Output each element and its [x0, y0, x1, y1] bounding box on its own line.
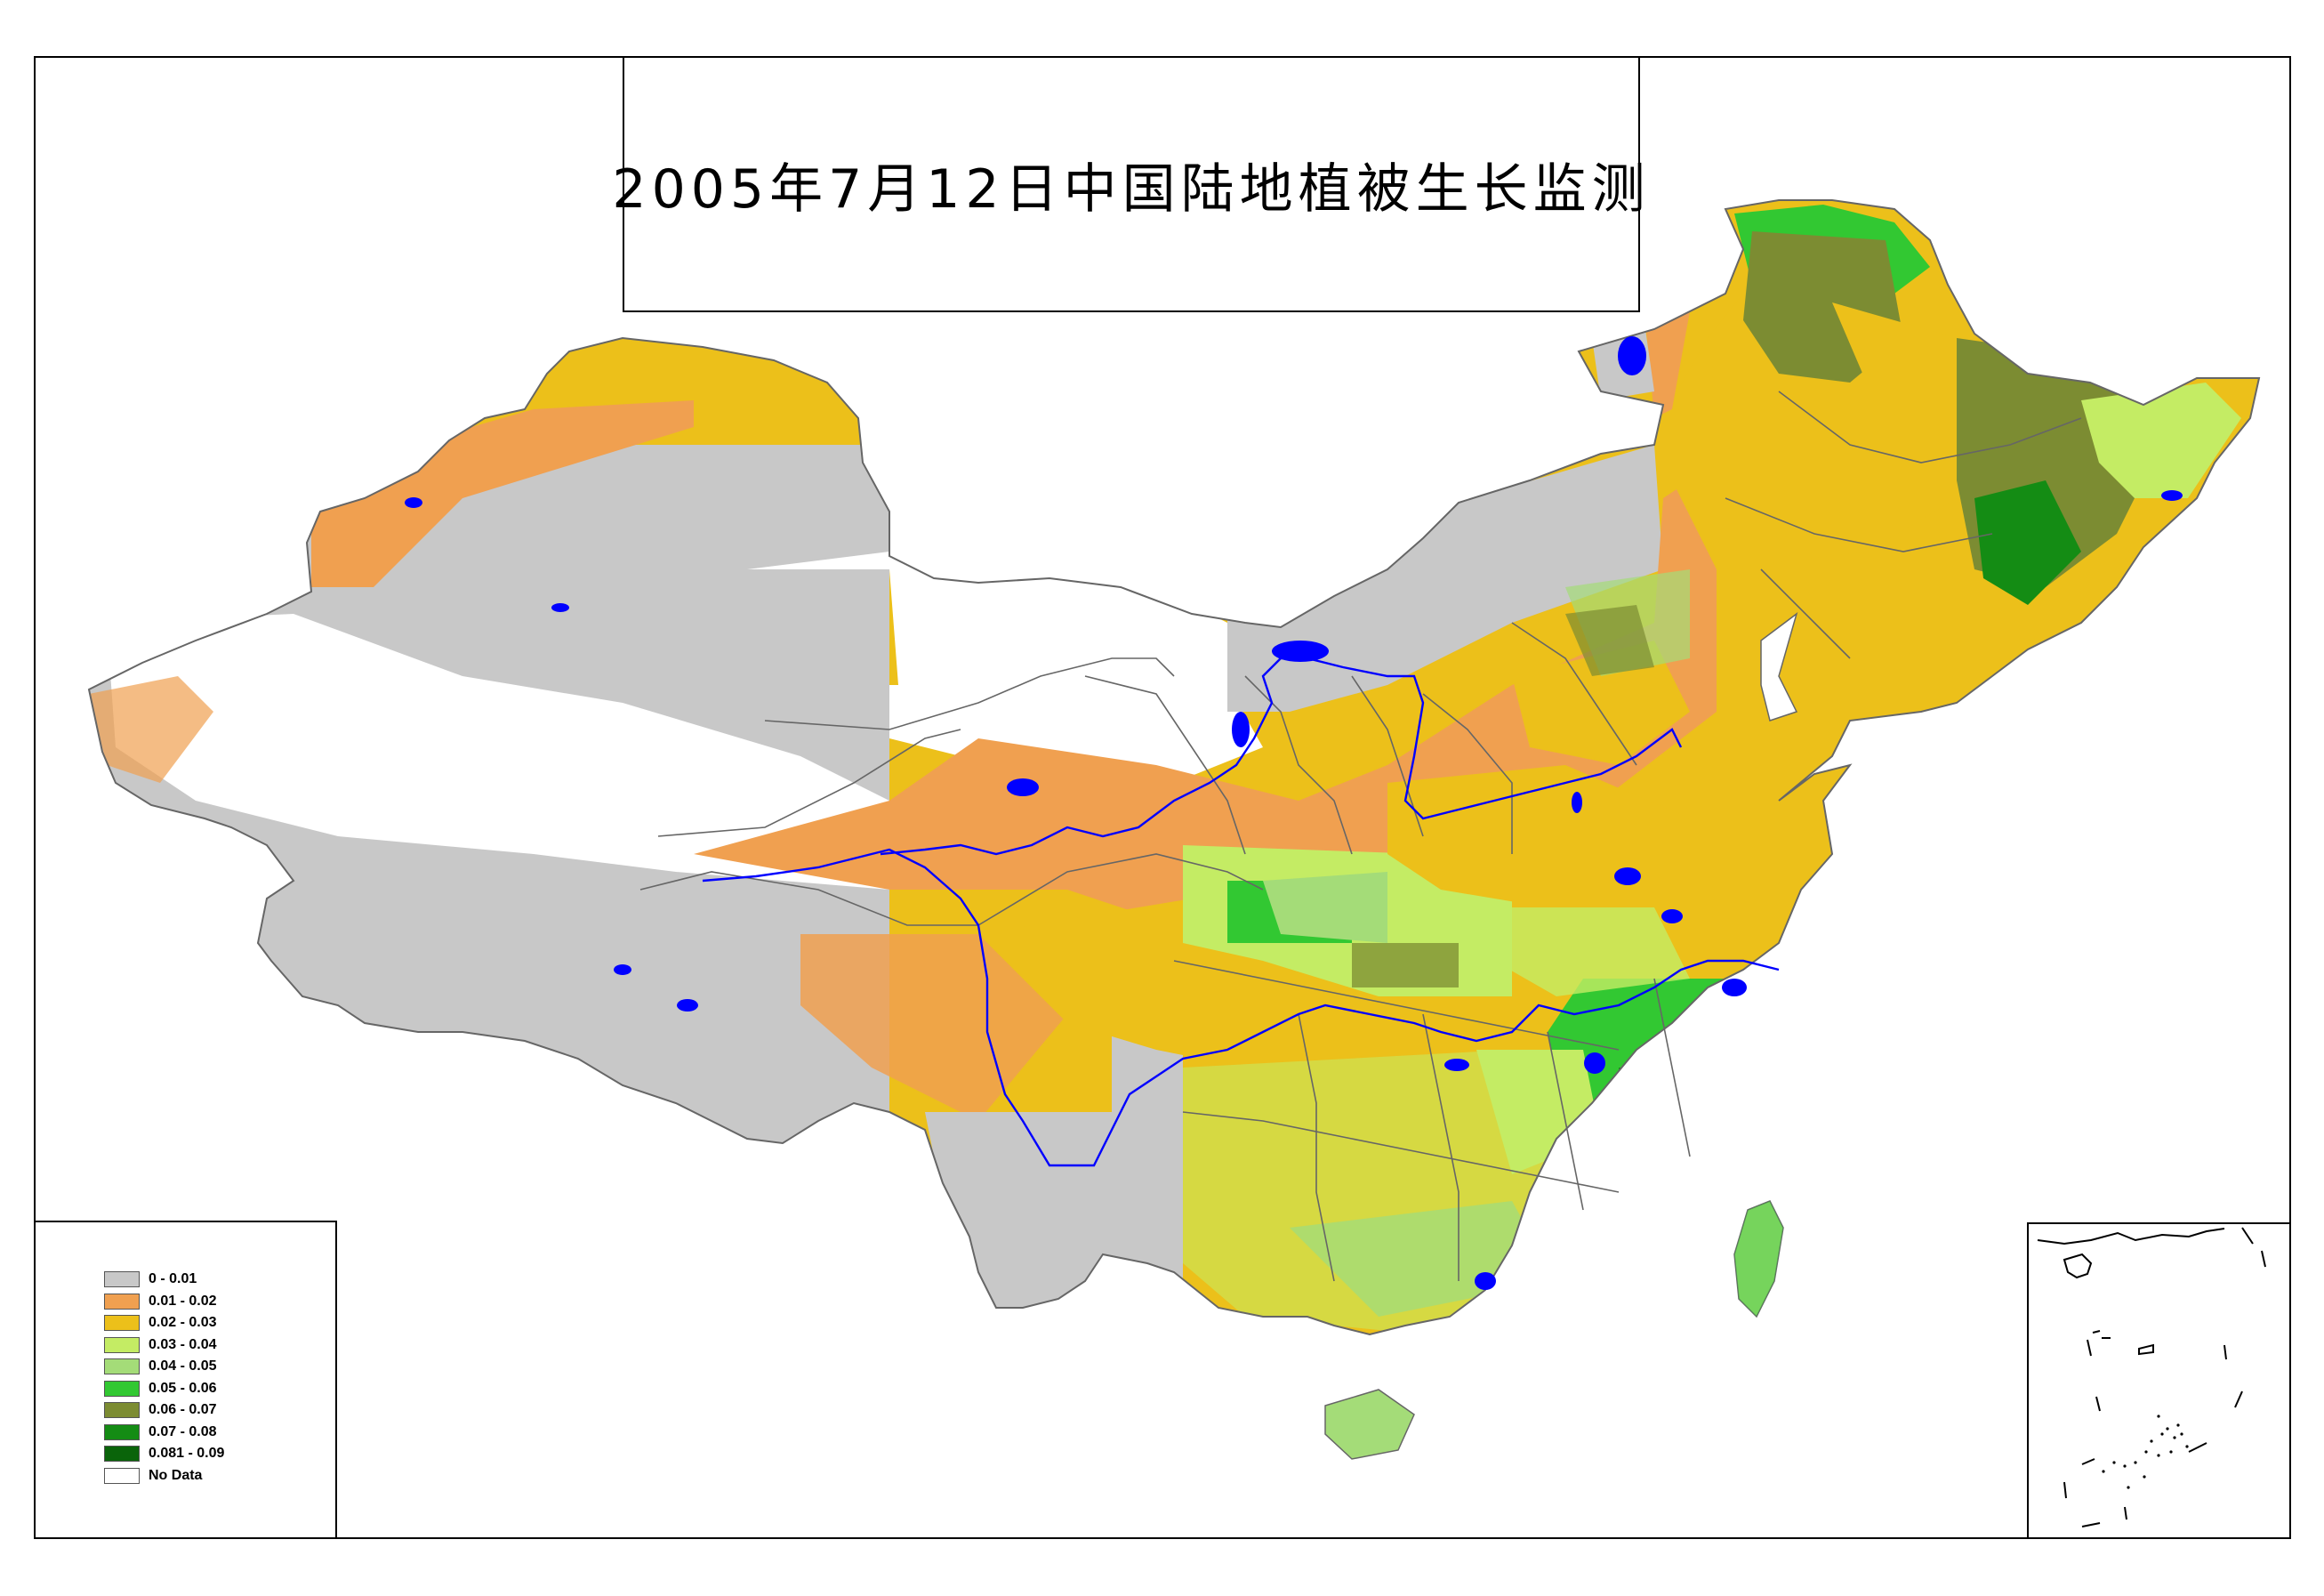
map-title: 2005年7月12日中国陆地植被生长监测 [612, 157, 1651, 221]
south-china-sea-inset [2027, 1222, 2291, 1539]
inset-islands [2102, 1415, 2189, 1489]
legend-label: 0.081 - 0.09 [149, 1446, 225, 1462]
inset-map [2037, 1227, 2266, 1527]
lakes [405, 336, 2183, 1290]
legend-label: 0.04 - 0.05 [149, 1358, 217, 1374]
legend-list: 0 - 0.01 0.01 - 0.02 0.02 - 0.03 0.03 - … [104, 1269, 224, 1487]
legend-label: 0.02 - 0.03 [149, 1315, 217, 1331]
islands [1324, 612, 1798, 1460]
legend-swatch [104, 1402, 140, 1419]
legend-label: 0.01 - 0.02 [149, 1293, 217, 1309]
legend-item: 0.06 - 0.07 [104, 1399, 224, 1422]
legend-swatch [104, 1380, 140, 1397]
legend-swatch [104, 1293, 140, 1310]
legend-item: 0.03 - 0.04 [104, 1334, 224, 1357]
legend-item: No Data [104, 1465, 224, 1487]
province-borders [639, 391, 2082, 1282]
legend-swatch [104, 1423, 140, 1440]
legend-swatch [104, 1358, 140, 1375]
legend-swatch [104, 1336, 140, 1353]
legend-swatch [104, 1315, 140, 1332]
legend-label: 0.06 - 0.07 [149, 1402, 217, 1418]
title-box: 2005年7月12日中国陆地植被生长监测 [612, 56, 1645, 312]
legend-label: 0.05 - 0.06 [149, 1380, 217, 1396]
legend-item: 0.02 - 0.03 [104, 1312, 224, 1334]
legend-label: No Data [149, 1467, 203, 1483]
legend-item: 0.05 - 0.06 [104, 1378, 224, 1400]
legend: 0 - 0.01 0.01 - 0.02 0.02 - 0.03 0.03 - … [34, 1221, 337, 1539]
legend-item: 0.081 - 0.09 [104, 1443, 224, 1465]
legend-swatch [104, 1467, 140, 1484]
legend-label: 0 - 0.01 [149, 1271, 197, 1287]
legend-item: 0 - 0.01 [104, 1269, 224, 1291]
legend-label: 0.07 - 0.08 [149, 1423, 217, 1439]
legend-swatch [104, 1271, 140, 1288]
legend-label: 0.03 - 0.04 [149, 1336, 217, 1352]
legend-swatch [104, 1446, 140, 1463]
legend-item: 0.01 - 0.02 [104, 1291, 224, 1313]
legend-item: 0.04 - 0.05 [104, 1356, 224, 1378]
legend-item: 0.07 - 0.08 [104, 1422, 224, 1444]
